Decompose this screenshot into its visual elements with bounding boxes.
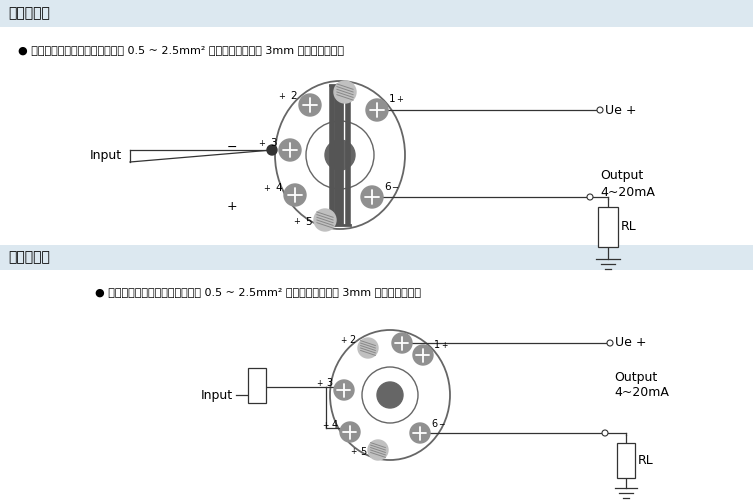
Text: +: + [293,217,300,226]
Text: +: + [278,92,285,101]
Bar [248,368,266,403]
Circle shape [377,382,403,408]
Text: 4~20mA: 4~20mA [614,386,669,399]
Text: Output: Output [614,371,657,383]
Bar [0,245,753,270]
Text: Ue +: Ue + [615,337,647,350]
Text: 2: 2 [349,335,356,345]
Text: 4~20mA: 4~20mA [600,186,655,199]
Ellipse shape [275,81,405,229]
Text: +: + [263,184,270,193]
Text: 2: 2 [291,91,297,101]
Ellipse shape [330,330,450,460]
Bar [0,0,753,27]
Text: +: + [322,421,329,430]
Circle shape [306,121,374,189]
Circle shape [334,380,354,400]
Text: ● 端子接线：接线电缆采用截面积 0.5 ~ 2.5mm² 的单股电缆，采用 3mm 螺钉紧固连接。: ● 端子接线：接线电缆采用截面积 0.5 ~ 2.5mm² 的单股电缆，采用 3… [95,287,421,297]
Circle shape [587,194,593,200]
Text: 1: 1 [434,340,440,350]
Circle shape [361,186,383,208]
Text: 1: 1 [389,94,395,104]
Circle shape [607,340,613,346]
Text: 5: 5 [306,217,312,227]
Text: +: + [227,200,237,213]
Text: +: + [340,336,347,345]
Bar [598,207,618,247]
Text: RL: RL [638,453,654,466]
Text: 6: 6 [384,182,391,192]
Circle shape [602,430,608,436]
Text: 4: 4 [332,420,338,430]
Circle shape [368,440,388,460]
Circle shape [299,94,321,116]
Circle shape [284,184,306,206]
Text: Input: Input [90,149,122,162]
Text: +: + [351,447,357,456]
Circle shape [340,422,360,442]
Circle shape [358,338,378,358]
Text: 5: 5 [360,447,366,457]
Circle shape [410,423,430,443]
Text: −: − [438,420,444,429]
Text: 3: 3 [270,138,277,148]
Text: Ue +: Ue + [605,104,636,117]
Circle shape [362,367,418,423]
Text: 4: 4 [276,183,282,193]
Circle shape [279,139,301,161]
Text: −: − [391,183,398,192]
Text: −: − [227,140,237,153]
Circle shape [413,345,433,365]
Circle shape [325,140,355,170]
Text: +: + [396,95,403,104]
Text: 6: 6 [431,419,437,429]
Circle shape [334,81,356,103]
Text: +: + [441,341,447,350]
Circle shape [366,99,388,121]
Circle shape [314,209,336,231]
Text: +: + [316,379,323,388]
Text: 端子接线图: 端子接线图 [8,7,50,21]
Text: +: + [258,139,265,148]
Text: Output: Output [600,168,643,181]
Text: ● 端子接线：接线电缆采用截面积 0.5 ~ 2.5mm² 的单股电缆，采用 3mm 螺钉紧固连接。: ● 端子接线：接线电缆采用截面积 0.5 ~ 2.5mm² 的单股电缆，采用 3… [18,45,344,55]
Text: Input: Input [201,388,233,401]
Circle shape [597,107,603,113]
Text: RL: RL [621,220,637,233]
Circle shape [392,333,412,353]
Text: 端子接线图: 端子接线图 [8,250,50,264]
Circle shape [267,145,277,155]
Text: 3: 3 [326,378,332,388]
Bar [617,443,635,478]
